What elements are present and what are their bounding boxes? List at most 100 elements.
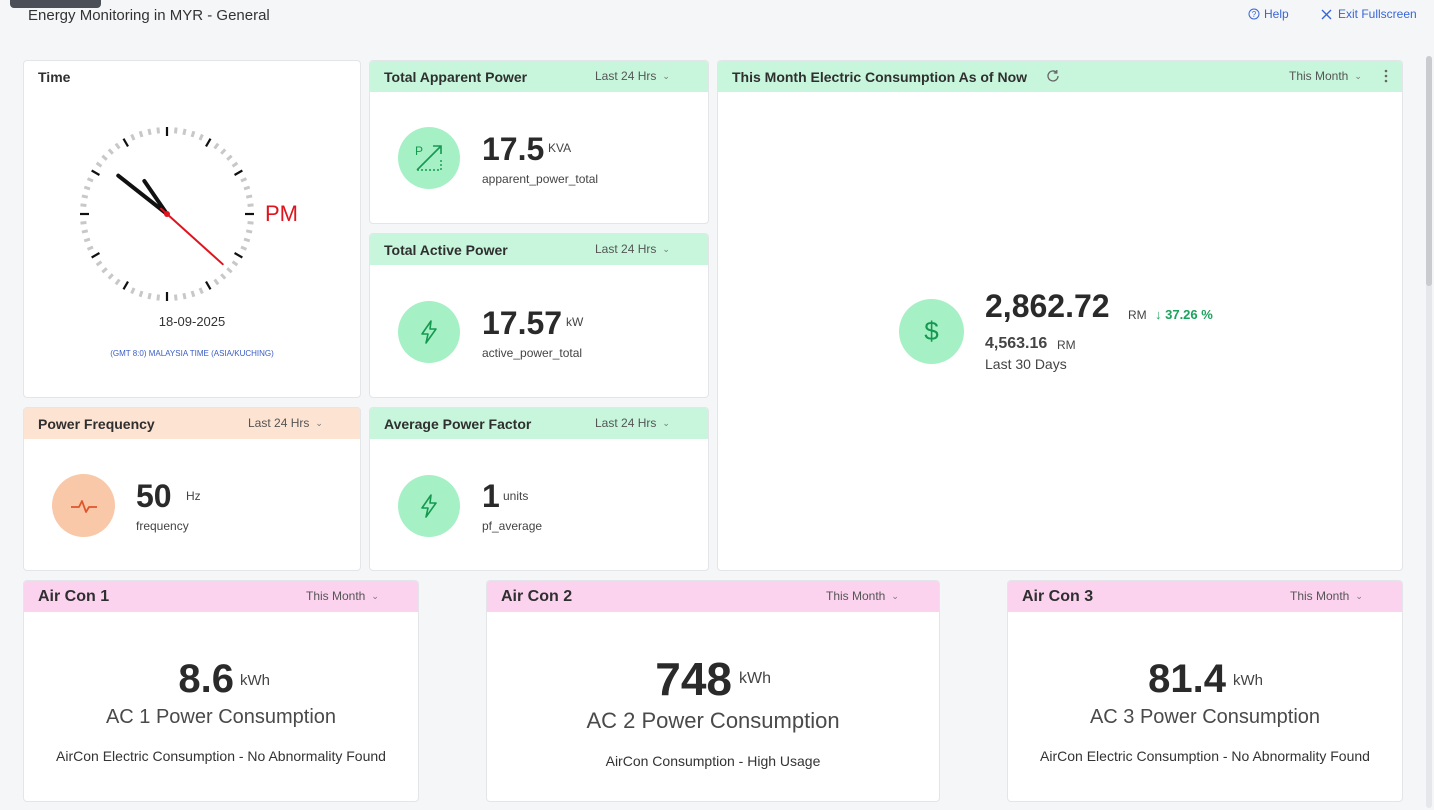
aircon-1-card: Air Con 1 This Month ⌄ 8.6 kWh AC 1 Powe… xyxy=(23,580,419,802)
aircon-3-unit: kWh xyxy=(1233,672,1263,689)
frequency-value: 50 xyxy=(136,478,172,514)
clock-hour-tick xyxy=(233,252,243,259)
aircon-3-title: Air Con 3 xyxy=(1022,587,1094,605)
time-widget-title: Time xyxy=(38,68,71,85)
aircon-1-range-dropdown[interactable]: This Month ⌄ xyxy=(306,589,379,603)
monthly-range-dropdown[interactable]: This Month ⌄ xyxy=(1289,69,1362,83)
aircon-3-status: AirCon Electric Consumption - No Abnorma… xyxy=(1040,748,1370,764)
clock-minute-tick xyxy=(95,161,103,168)
compare-label: Last 30 Days xyxy=(985,356,1067,372)
chevron-down-icon: ⌄ xyxy=(891,590,899,601)
apparent-power-key: apparent_power_total xyxy=(482,172,599,186)
question-circle-icon: ? xyxy=(1248,8,1260,20)
clock-minute-tick xyxy=(156,127,161,134)
clock-minute-tick xyxy=(80,203,87,208)
clock-minute-tick xyxy=(80,220,87,225)
refresh-icon[interactable] xyxy=(1046,69,1060,83)
apparent-power-title: Total Apparent Power xyxy=(384,68,528,85)
clock-minute-tick xyxy=(173,127,178,134)
range-label: Last 24 Hrs xyxy=(595,416,657,430)
clock-minute-tick xyxy=(130,287,136,295)
frequency-key: frequency xyxy=(136,519,189,533)
monthly-consumption-header: This Month Electric Consumption As of No… xyxy=(718,61,1402,92)
compare-value: 4,563.16 xyxy=(985,335,1048,352)
aircon-3-range-dropdown[interactable]: This Month ⌄ xyxy=(1290,589,1363,603)
clock-minute-tick xyxy=(245,194,253,199)
active-power-range-dropdown[interactable]: Last 24 Hrs ⌄ xyxy=(595,242,670,256)
active-power-card: Total Active Power Last 24 Hrs ⌄ 17.57 k… xyxy=(369,233,709,398)
apparent-power-range-dropdown[interactable]: Last 24 Hrs ⌄ xyxy=(595,69,670,83)
range-label: This Month xyxy=(826,589,886,603)
clock-minute-tick xyxy=(107,148,114,155)
clock-minute-tick xyxy=(81,229,89,234)
range-label: Last 24 Hrs xyxy=(248,416,310,430)
power-factor-unit: units xyxy=(503,489,529,503)
range-label: Last 24 Hrs xyxy=(595,69,657,83)
frequency-unit: Hz xyxy=(186,489,201,503)
scrollbar[interactable] xyxy=(1426,56,1432,808)
clock-minute-tick xyxy=(173,294,178,301)
apparent-power-unit: KVA xyxy=(548,141,572,155)
more-options-icon[interactable] xyxy=(1384,69,1388,83)
clock-minute-tick xyxy=(220,273,227,280)
aircon-2-unit: kWh xyxy=(739,670,771,687)
clock-minute-tick xyxy=(81,194,89,199)
clock-minute-tick xyxy=(226,267,233,274)
close-icon xyxy=(1321,9,1332,19)
aircon-2-title: Air Con 2 xyxy=(501,587,573,605)
power-factor-value: 1 xyxy=(482,478,500,514)
scrollbar-thumb[interactable] xyxy=(1426,56,1432,286)
frequency-range-dropdown[interactable]: Last 24 Hrs ⌄ xyxy=(248,416,323,430)
chevron-down-icon: ⌄ xyxy=(662,417,670,428)
active-power-title: Total Active Power xyxy=(384,241,508,258)
aircon-1-header: Air Con 1 This Month ⌄ xyxy=(24,581,418,612)
apparent-power-card: Total Apparent Power Last 24 Hrs ⌄ P 17.… xyxy=(369,60,709,224)
clock-minute-tick xyxy=(243,237,251,243)
clock-minute-tick xyxy=(226,154,233,161)
chevron-down-icon: ⌄ xyxy=(315,417,323,428)
clock-minute-tick xyxy=(114,278,121,286)
frequency-header: Power Frequency Last 24 Hrs ⌄ xyxy=(24,408,360,439)
monthly-consumption-title: This Month Electric Consumption As of No… xyxy=(732,68,1028,85)
aircon-2-status: AirCon Consumption - High Usage xyxy=(605,753,821,769)
aircon-3-label: AC 3 Power Consumption xyxy=(1089,706,1321,728)
compare-unit: RM xyxy=(1057,338,1076,352)
clock-minute-tick xyxy=(240,245,248,251)
clock-minute-tick xyxy=(182,292,187,300)
aircon-2-value: 748 xyxy=(655,653,732,705)
clock-minute-tick xyxy=(190,130,196,138)
clock-minute-hand xyxy=(116,173,169,216)
power-factor-key: pf_average xyxy=(482,519,543,533)
exit-fullscreen-link[interactable]: Exit Fullscreen xyxy=(1321,7,1417,21)
clock-minute-tick xyxy=(247,203,254,208)
lightning-icon xyxy=(398,301,460,363)
apparent-power-icon: P xyxy=(398,127,460,189)
clock-minute-tick xyxy=(138,290,144,298)
clock-timezone: (GMT 8:0) MALAYSIA TIME (ASIA/KUCHING) xyxy=(110,349,274,358)
help-link[interactable]: ? Help xyxy=(1248,7,1289,21)
clock-hour-tick xyxy=(122,138,129,148)
chevron-down-icon: ⌄ xyxy=(371,590,379,601)
aircon-3-card: Air Con 3 This Month ⌄ 81.4 kWh AC 3 Pow… xyxy=(1007,580,1403,802)
power-factor-card: Average Power Factor Last 24 Hrs ⌄ 1 uni… xyxy=(369,407,709,571)
frequency-title: Power Frequency xyxy=(38,415,155,432)
aircon-2-range-dropdown[interactable]: This Month ⌄ xyxy=(826,589,899,603)
time-widget: Time PM 18-09-2025 (GMT 8:0) MALAYSIA TI… xyxy=(23,60,361,398)
tab-stub[interactable] xyxy=(10,0,101,8)
monthly-change: ↓ 37.26 % xyxy=(1155,307,1213,322)
aircon-3-value: 81.4 xyxy=(1148,657,1226,701)
chevron-down-icon: ⌄ xyxy=(662,70,670,81)
apparent-power-value: 17.5 xyxy=(482,131,545,167)
clock-minute-tick xyxy=(138,130,144,138)
clock-minute-tick xyxy=(213,142,220,150)
aircon-2-label: AC 2 Power Consumption xyxy=(586,708,840,733)
clock-minute-tick xyxy=(231,161,239,168)
power-factor-range-dropdown[interactable]: Last 24 Hrs ⌄ xyxy=(595,416,670,430)
clock-minute-tick xyxy=(83,185,91,191)
clock-minute-tick xyxy=(147,128,152,136)
clock-minute-tick xyxy=(147,292,152,300)
analog-clock xyxy=(80,127,254,301)
clock-hour-tick xyxy=(91,252,101,259)
top-bar: Energy Monitoring in MYR - General ? Hel… xyxy=(0,0,1434,40)
aircon-2-header: Air Con 2 This Month ⌄ xyxy=(487,581,939,612)
